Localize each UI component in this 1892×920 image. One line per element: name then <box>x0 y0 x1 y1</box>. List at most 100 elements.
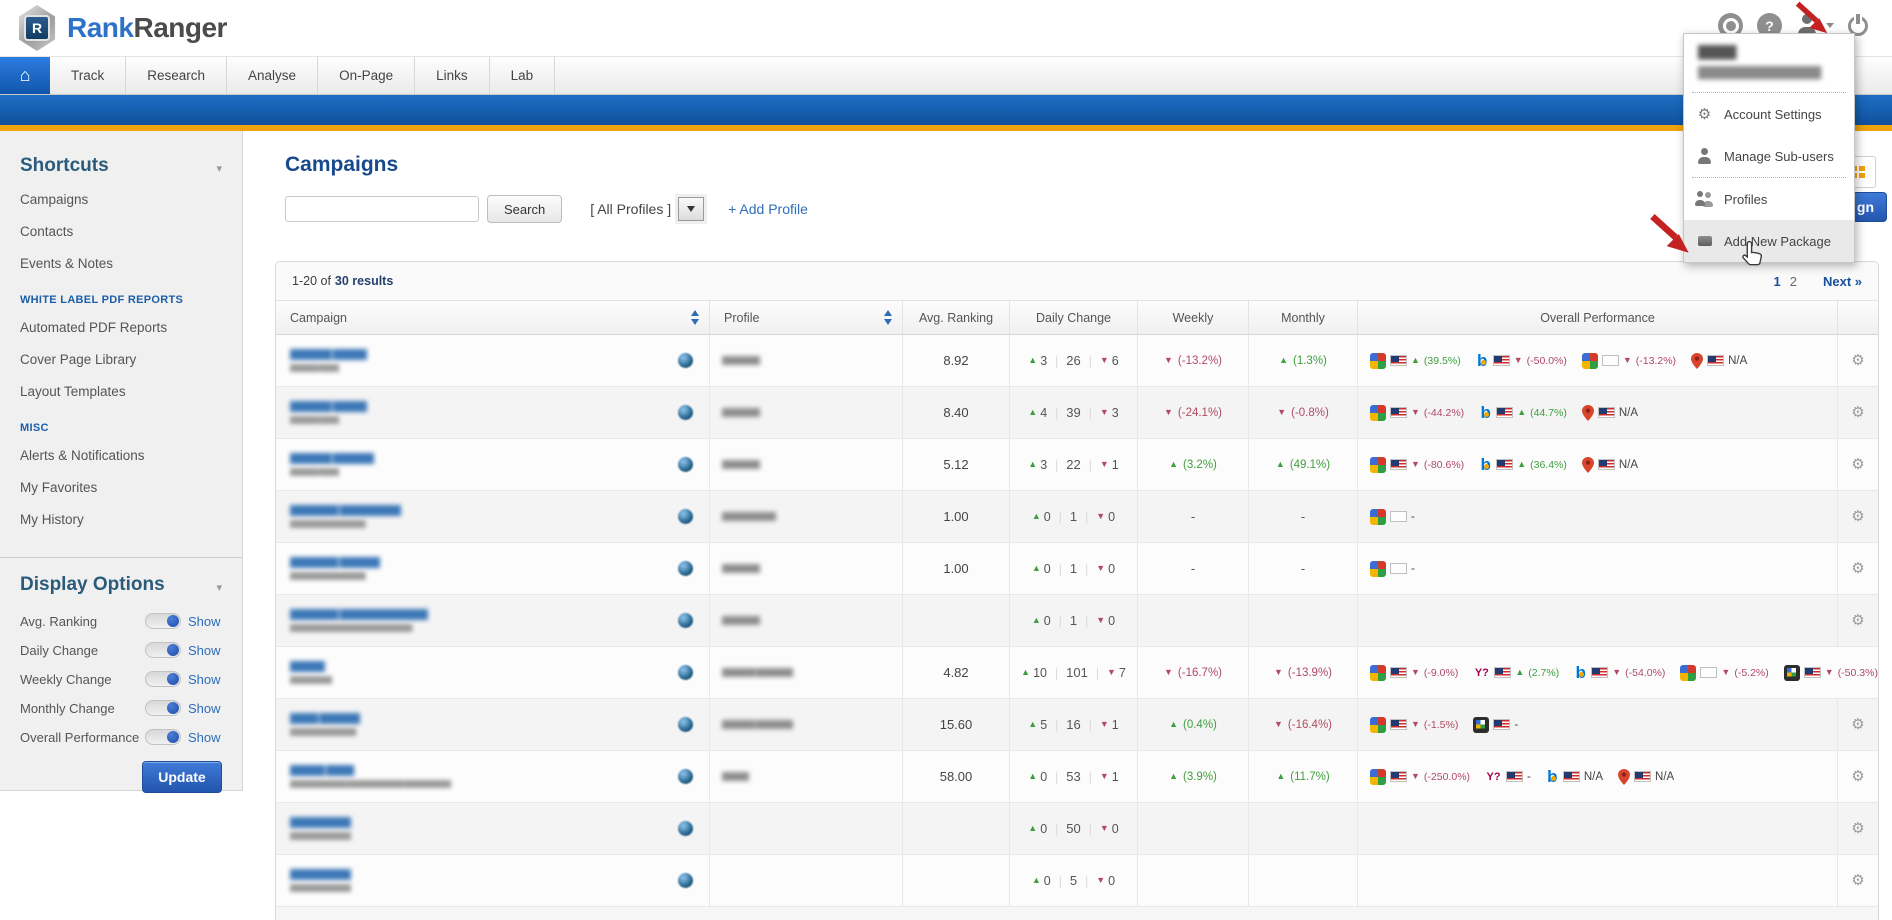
campaign-profile-icon[interactable] <box>678 769 693 784</box>
sidebar-inner: Shortcuts ▾ CampaignsContactsEvents & No… <box>0 131 242 793</box>
gear-icon[interactable]: ⚙ <box>1851 717 1864 732</box>
column-header-profile[interactable]: Profile <box>710 301 903 334</box>
tab-research[interactable]: Research <box>126 57 227 94</box>
us-flag-icon <box>1390 719 1407 730</box>
campaign-cell: ███████ ████████████████████████████████… <box>276 595 710 646</box>
update-button[interactable]: Update <box>142 761 222 793</box>
collapse-caret-icon[interactable]: ▾ <box>216 162 222 175</box>
campaign-name[interactable]: ███████ ██████ <box>290 557 380 568</box>
gear-icon[interactable]: ⚙ <box>1851 457 1864 472</box>
trend-value: (49.1%) <box>1290 459 1330 471</box>
sort-icons <box>691 310 699 325</box>
tab-analyse[interactable]: Analyse <box>227 57 318 94</box>
sidebar-item-my-favorites[interactable]: My Favorites <box>20 471 222 503</box>
campaign-name[interactable]: █████ <box>290 661 332 672</box>
campaign-name[interactable]: ███████ █████████████ <box>290 609 428 620</box>
menu-item-label: Profiles <box>1724 192 1767 207</box>
tab-on-page[interactable]: On-Page <box>318 57 415 94</box>
page-1[interactable]: 1 <box>1774 274 1781 289</box>
next-page-link[interactable]: Next » <box>1823 274 1862 289</box>
monthly-change-cell <box>1249 595 1358 646</box>
gear-icon[interactable]: ⚙ <box>1851 821 1864 836</box>
monthly-change-cell: - <box>1249 543 1358 594</box>
performance-value: N/A <box>1728 355 1747 367</box>
up-arrow-icon: ▲ <box>1028 720 1037 729</box>
daily-change-cell: ▲0|1|▼0 <box>1010 491 1138 542</box>
sidebar-item-alerts-notifications[interactable]: Alerts & Notifications <box>20 439 222 471</box>
gear-icon[interactable]: ⚙ <box>1851 405 1864 420</box>
menu-item-profiles[interactable]: Profiles <box>1684 178 1854 220</box>
column-header-campaign[interactable]: Campaign <box>276 301 710 334</box>
campaign-name[interactable]: █████████ <box>290 817 351 828</box>
gear-icon[interactable]: ⚙ <box>1851 769 1864 784</box>
campaign-profile-icon[interactable] <box>678 717 693 732</box>
sidebar-item-events-notes[interactable]: Events & Notes <box>20 247 222 279</box>
sort-up-icon[interactable] <box>884 310 892 316</box>
menu-item-account-settings[interactable]: ⚙Account Settings <box>1684 93 1854 135</box>
campaign-cell: ██████████████████████ <box>276 803 710 854</box>
campaign-name[interactable]: █████████ <box>290 869 351 880</box>
gear-icon[interactable]: ⚙ <box>1851 353 1864 368</box>
sidebar-item-automated-pdf-reports[interactable]: Automated PDF Reports <box>20 311 222 343</box>
daily-total-count: 1 <box>1070 561 1077 576</box>
gear-icon[interactable]: ⚙ <box>1851 561 1864 576</box>
sidebar-item-cover-page-library[interactable]: Cover Page Library <box>20 343 222 375</box>
row-actions-cell: ⚙ <box>1838 543 1878 594</box>
campaign-profile-icon[interactable] <box>678 353 693 368</box>
sidebar-title: Shortcuts ▾ <box>20 131 222 177</box>
logo: R RankRanger <box>16 5 227 51</box>
tab-home[interactable]: ⌂ <box>0 57 50 94</box>
toggle-switch[interactable] <box>145 729 181 745</box>
search-button[interactable]: Search <box>487 195 562 223</box>
sidebar: Shortcuts ▾ CampaignsContactsEvents & No… <box>0 131 243 791</box>
campaign-profile-icon[interactable] <box>678 457 693 472</box>
yahoo-icon: Y? <box>1473 667 1490 679</box>
tab-lab[interactable]: Lab <box>490 57 556 94</box>
toggle-switch[interactable] <box>145 671 181 687</box>
divider: | <box>1085 562 1088 576</box>
campaign-profile-icon[interactable] <box>678 405 693 420</box>
page-2[interactable]: 2 <box>1790 274 1797 289</box>
row-actions-cell: ⚙ <box>1838 855 1878 906</box>
campaign-name[interactable]: ██████ █████ <box>290 401 367 412</box>
campaign-search-input[interactable] <box>285 196 479 222</box>
toggle-switch[interactable] <box>145 613 181 629</box>
toggle-switch[interactable] <box>145 642 181 658</box>
tab-track[interactable]: Track <box>50 57 126 94</box>
sort-up-icon[interactable] <box>691 310 699 316</box>
campaign-name[interactable]: ███████ █████████ <box>290 505 401 516</box>
campaign-profile-icon[interactable] <box>678 665 693 680</box>
campaign-profile-icon[interactable] <box>678 821 693 836</box>
campaign-profile-icon[interactable] <box>678 509 693 524</box>
campaign-name[interactable]: ██████ ██████ <box>290 453 374 464</box>
avg-ranking-cell <box>903 803 1010 854</box>
toggle-switch[interactable] <box>145 700 181 716</box>
gear-icon[interactable]: ⚙ <box>1851 613 1864 628</box>
campaign-name[interactable]: ██████ █████ <box>290 349 367 360</box>
gear-icon[interactable]: ⚙ <box>1851 509 1864 524</box>
sidebar-item-layout-templates[interactable]: Layout Templates <box>20 375 222 407</box>
campaign-profile-icon[interactable] <box>678 613 693 628</box>
tab-links[interactable]: Links <box>415 57 490 94</box>
campaign-name[interactable]: ████ ██████ <box>290 713 360 724</box>
chevron-down-icon[interactable] <box>1826 23 1834 28</box>
collapse-caret-icon[interactable]: ▾ <box>216 581 222 594</box>
weekly-change-cell: ▼(-24.1%) <box>1138 387 1249 438</box>
gear-icon[interactable]: ⚙ <box>1851 873 1864 888</box>
menu-item-add-new-package[interactable]: Add New Package <box>1684 220 1854 262</box>
sort-down-icon[interactable] <box>884 319 892 325</box>
daily-change-cell: ▲0|1|▼0 <box>1010 543 1138 594</box>
performance-item: ▼(-80.6%) <box>1370 457 1464 473</box>
profiles-dropdown[interactable] <box>678 197 704 221</box>
campaign-name[interactable]: █████ ████ <box>290 765 451 776</box>
table-row: ██████████████████████▲0|50|▼0⚙ <box>276 803 1878 855</box>
sidebar-item-campaigns[interactable]: Campaigns <box>20 183 222 215</box>
sort-down-icon[interactable] <box>691 319 699 325</box>
add-profile-link[interactable]: + Add Profile <box>728 201 808 217</box>
sidebar-item-contacts[interactable]: Contacts <box>20 215 222 247</box>
campaign-profile-icon[interactable] <box>678 873 693 888</box>
campaign-profile-icon[interactable] <box>678 561 693 576</box>
menu-item-manage-sub-users[interactable]: Manage Sub-users <box>1684 135 1854 177</box>
table-row: ████ ██████████████████████████ ███████1… <box>276 699 1878 751</box>
sidebar-item-my-history[interactable]: My History <box>20 503 222 535</box>
